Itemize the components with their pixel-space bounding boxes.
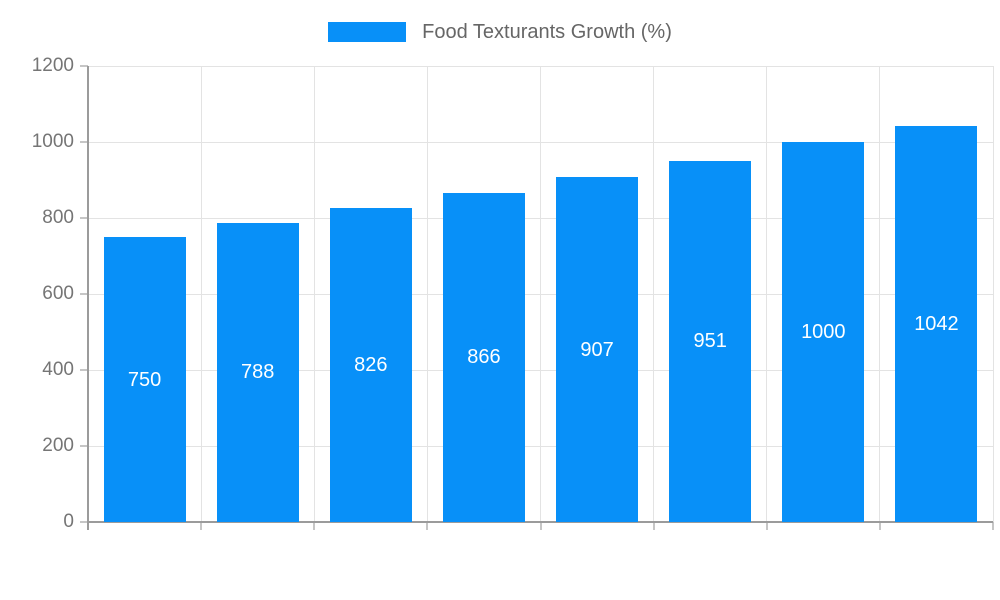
y-axis-tick-label: 600 <box>42 283 74 304</box>
y-axis-tick <box>80 369 88 371</box>
bar-value-label: 951 <box>693 330 727 353</box>
bar-value-label: 826 <box>354 354 388 377</box>
gridline-vertical <box>879 66 881 522</box>
y-axis-tick <box>80 293 88 295</box>
x-axis-tick <box>878 522 881 530</box>
bar-value-label: 907 <box>580 338 614 361</box>
legend-swatch <box>328 22 407 42</box>
y-axis-tick <box>80 445 88 447</box>
y-axis-tick <box>80 141 88 143</box>
y-axis-tick-label: 400 <box>42 359 74 380</box>
x-axis-tick <box>539 522 542 530</box>
gridline-vertical <box>540 66 541 522</box>
bar[interactable] <box>782 142 865 522</box>
legend-label: Food Texturants Growth (%) <box>422 21 672 43</box>
bar[interactable] <box>895 126 978 522</box>
gridline-vertical <box>313 66 315 522</box>
y-axis-tick <box>80 65 88 67</box>
bar[interactable] <box>556 177 639 522</box>
gridline-vertical <box>200 66 202 522</box>
y-axis-tick-label: 200 <box>42 435 74 456</box>
x-axis-tick <box>426 522 429 530</box>
bar[interactable] <box>103 237 186 522</box>
x-axis-line <box>88 521 993 523</box>
x-axis-tick <box>652 522 655 530</box>
x-axis-tick <box>992 522 994 530</box>
bar-value-label: 866 <box>467 346 501 369</box>
y-axis-tick <box>80 521 88 523</box>
x-axis-tick <box>200 522 203 530</box>
y-axis-line <box>87 66 89 530</box>
bar-value-label: 788 <box>241 361 275 384</box>
gridline-vertical <box>426 66 428 522</box>
gridline-vertical <box>766 66 768 522</box>
bar[interactable] <box>329 208 412 522</box>
bar-value-label: 750 <box>127 368 162 391</box>
y-axis-tick-label: 800 <box>42 207 74 228</box>
bar-value-label: 1042 <box>914 313 959 336</box>
legend[interactable]: Food Texturants Growth (%) <box>0 20 1000 44</box>
y-axis-tick <box>80 217 88 219</box>
y-axis-tick-label: 0 <box>63 511 74 532</box>
bar[interactable] <box>669 160 752 522</box>
y-axis-tick-label: 1200 <box>31 55 74 76</box>
gridline-vertical <box>992 66 994 522</box>
bar[interactable] <box>442 192 525 522</box>
x-axis-tick <box>313 522 316 530</box>
gridline-vertical <box>653 66 655 522</box>
x-axis-tick <box>765 522 768 530</box>
y-axis-tick-label: 1000 <box>31 131 74 152</box>
bar-value-label: 1000 <box>801 321 846 343</box>
bar[interactable] <box>216 222 299 522</box>
